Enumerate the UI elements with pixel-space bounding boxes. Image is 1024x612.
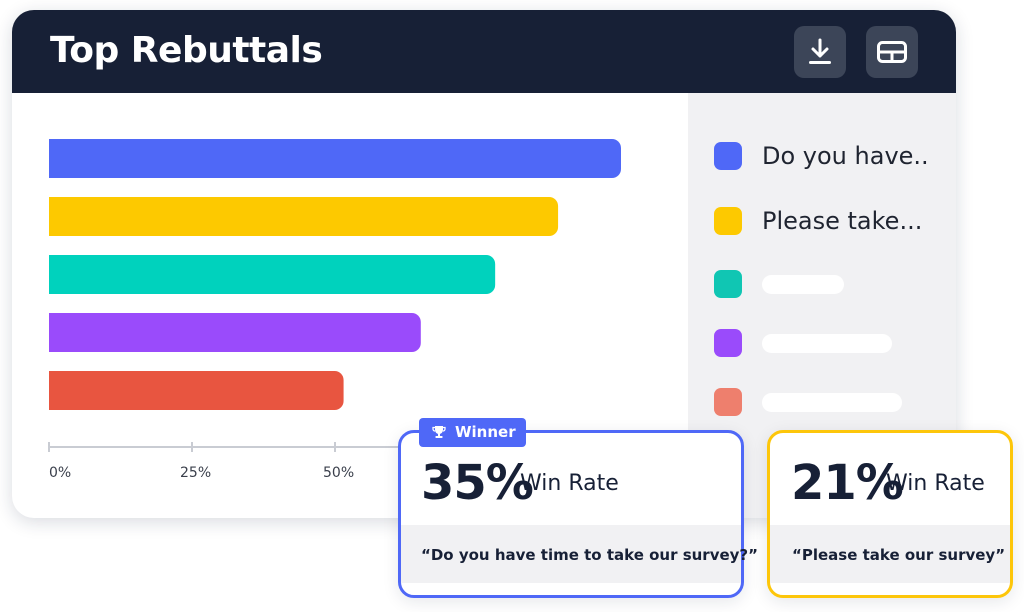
bar-3 bbox=[49, 255, 496, 294]
panel-title: Top Rebuttals bbox=[50, 30, 323, 71]
trophy-icon bbox=[432, 426, 446, 438]
legend-swatch bbox=[714, 270, 742, 298]
legend-swatch bbox=[714, 329, 742, 357]
x-axis-tick-label: 25% bbox=[180, 465, 211, 481]
bar-chart-svg: 0% 25% 50% bbox=[48, 139, 688, 481]
legend-label-placeholder bbox=[762, 275, 844, 294]
bar-4 bbox=[49, 313, 421, 352]
card-stats: 35% Win Rate bbox=[401, 433, 741, 525]
card-quote-area: “Please take our survey” bbox=[770, 525, 1010, 583]
bar-4-edge bbox=[49, 313, 61, 352]
legend-label: Please take... bbox=[762, 207, 923, 235]
legend-item: Do you have.. bbox=[714, 142, 944, 170]
win-rate-card: 21% Win Rate “Please take our survey” bbox=[767, 430, 1013, 598]
download-icon bbox=[809, 38, 831, 64]
bar-5 bbox=[49, 371, 344, 410]
x-axis-tick-label: 50% bbox=[323, 465, 354, 481]
legend-label-placeholder bbox=[762, 334, 892, 353]
legend-item bbox=[714, 270, 944, 298]
bar-1 bbox=[49, 139, 621, 178]
table-icon bbox=[877, 41, 907, 63]
legend-item: Please take... bbox=[714, 207, 944, 235]
winner-badge: Winner bbox=[419, 418, 526, 447]
legend-label: Do you have.. bbox=[762, 142, 929, 170]
bar-5-edge bbox=[49, 371, 61, 410]
table-view-button[interactable] bbox=[866, 26, 918, 78]
win-rate-card-winner: 35% Win Rate “Do you have time to take o… bbox=[398, 430, 758, 598]
panel-header: Top Rebuttals bbox=[12, 10, 956, 93]
top-rebuttals-panel: Top Rebuttals 0% 25% 50% Do you have.. Ple… bbox=[12, 10, 956, 518]
legend-swatch bbox=[714, 142, 742, 170]
legend-item bbox=[714, 388, 944, 416]
bar-2 bbox=[49, 197, 559, 236]
win-rate-label: Win Rate bbox=[886, 471, 985, 496]
win-rate-label: Win Rate bbox=[520, 471, 619, 496]
legend-swatch bbox=[714, 207, 742, 235]
legend-item bbox=[714, 329, 944, 357]
winner-badge-label: Winner bbox=[455, 423, 516, 441]
rebuttal-quote: “Please take our survey” bbox=[792, 546, 1006, 564]
rebuttal-quote: “Do you have time to take our survey?” bbox=[421, 546, 758, 564]
legend-swatch bbox=[714, 388, 742, 416]
card-quote-area: “Do you have time to take our survey?” bbox=[401, 525, 758, 583]
legend-label-placeholder bbox=[762, 393, 902, 412]
download-button[interactable] bbox=[794, 26, 846, 78]
win-rate-percent: 21% bbox=[791, 455, 904, 511]
bar-2-edge bbox=[49, 197, 61, 236]
bar-1-edge bbox=[49, 139, 61, 178]
x-axis-tick-label: 0% bbox=[49, 465, 71, 481]
win-rate-percent: 35% bbox=[421, 455, 534, 511]
bar-3-edge bbox=[49, 255, 61, 294]
card-stats: 21% Win Rate bbox=[770, 433, 1010, 525]
rebuttals-bar-chart: 0% 25% 50% bbox=[12, 93, 688, 518]
